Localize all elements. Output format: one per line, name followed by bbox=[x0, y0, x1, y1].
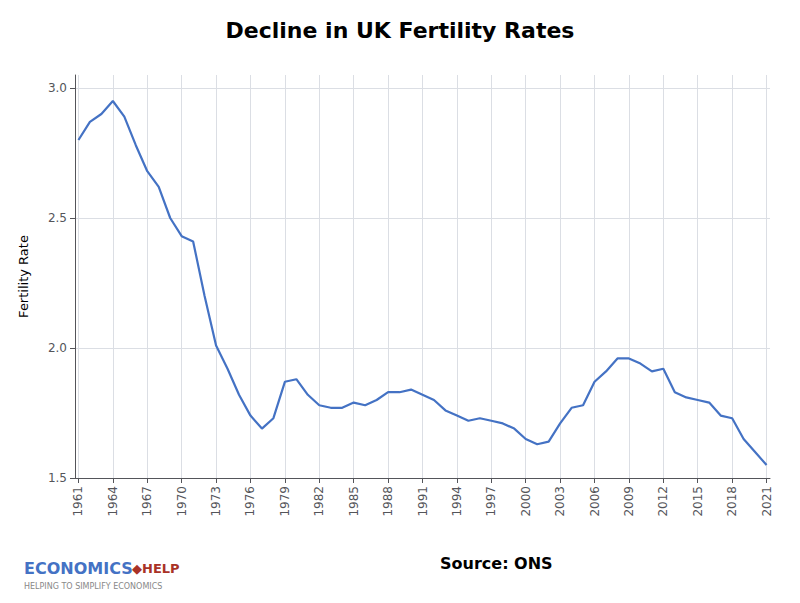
svg-text:1988: 1988 bbox=[381, 486, 395, 517]
svg-text:2.0: 2.0 bbox=[48, 341, 67, 355]
svg-text:1982: 1982 bbox=[312, 486, 326, 517]
svg-text:2012: 2012 bbox=[656, 486, 670, 517]
svg-text:2009: 2009 bbox=[622, 486, 636, 517]
svg-text:1970: 1970 bbox=[175, 486, 189, 517]
svg-text:2015: 2015 bbox=[691, 486, 705, 517]
svg-text:1991: 1991 bbox=[416, 486, 430, 517]
svg-text:2018: 2018 bbox=[725, 486, 739, 517]
svg-text:2021: 2021 bbox=[760, 486, 774, 517]
svg-text:1964: 1964 bbox=[106, 486, 120, 517]
svg-text:3.0: 3.0 bbox=[48, 81, 67, 95]
svg-text:2006: 2006 bbox=[588, 486, 602, 517]
svg-text:1979: 1979 bbox=[278, 486, 292, 517]
svg-text:Fertility Rate: Fertility Rate bbox=[16, 235, 31, 318]
svg-text:1961: 1961 bbox=[71, 486, 85, 517]
svg-text:1973: 1973 bbox=[209, 486, 223, 517]
svg-text:2.5: 2.5 bbox=[48, 211, 67, 225]
svg-text:1997: 1997 bbox=[484, 486, 498, 517]
svg-text:1985: 1985 bbox=[347, 486, 361, 517]
svg-text:2000: 2000 bbox=[519, 486, 533, 517]
svg-text:◆HELP: ◆HELP bbox=[132, 561, 180, 576]
svg-text:1967: 1967 bbox=[140, 486, 154, 517]
svg-text:ECONOMICS: ECONOMICS bbox=[24, 559, 133, 578]
svg-text:Decline in UK Fertility Rates: Decline in UK Fertility Rates bbox=[226, 18, 575, 43]
svg-text:2003: 2003 bbox=[553, 486, 567, 517]
svg-text:1994: 1994 bbox=[450, 486, 464, 517]
svg-text:1976: 1976 bbox=[243, 486, 257, 517]
svg-text:HELPING TO SIMPLIFY ECONOMICS: HELPING TO SIMPLIFY ECONOMICS bbox=[24, 582, 162, 591]
svg-text:1.5: 1.5 bbox=[48, 471, 67, 485]
svg-text:Source: ONS: Source: ONS bbox=[440, 554, 553, 573]
